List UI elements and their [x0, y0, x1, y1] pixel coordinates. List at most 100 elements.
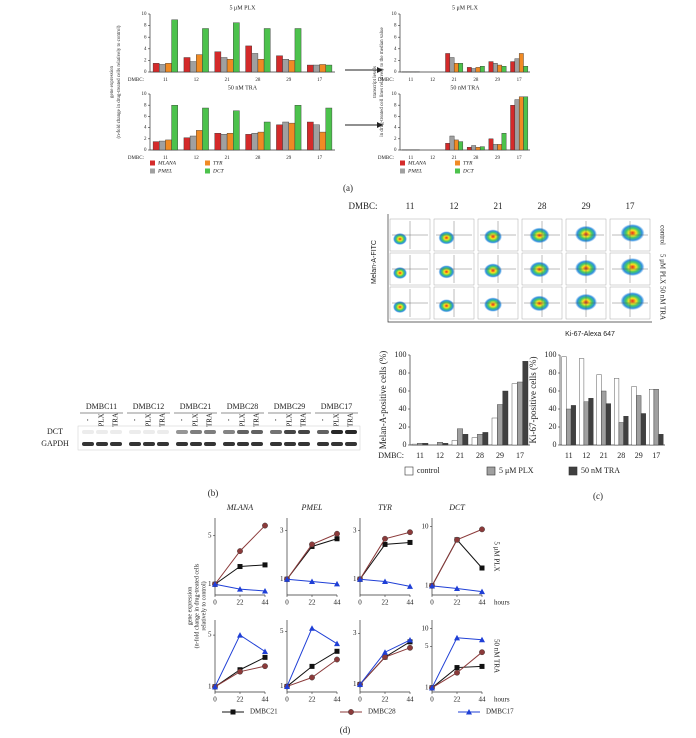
bar [449, 57, 455, 73]
bar [442, 443, 449, 446]
marker [309, 541, 315, 548]
bar [453, 63, 459, 73]
marker [429, 582, 435, 589]
bar [307, 64, 314, 73]
bar [479, 146, 485, 151]
bar [623, 416, 629, 446]
panel-label: (d) [340, 725, 351, 735]
line [286, 659, 338, 687]
marker [237, 586, 243, 592]
bar [214, 132, 222, 151]
bar [202, 28, 209, 73]
x-tick-label: 17 [517, 78, 523, 83]
x-tick-label: 11 [565, 451, 573, 460]
x-tick-label: 0 [430, 599, 434, 607]
x-prefix: DMBC: [128, 78, 144, 83]
flow-row: 50 nM TRA [658, 286, 666, 320]
bar [257, 59, 265, 73]
x-prefix: DMBC: [378, 78, 394, 83]
flow-column: 21 [494, 201, 503, 211]
legend-label: DCT [212, 168, 225, 174]
band [157, 442, 169, 446]
bar [466, 146, 472, 151]
bar [183, 57, 191, 73]
bar [514, 99, 520, 151]
x-tick-label: 44 [479, 599, 487, 607]
bar [411, 443, 418, 446]
panel-label: (a) [343, 183, 353, 193]
bar [523, 96, 529, 151]
bar [325, 64, 333, 73]
y-tick-label: 3 [280, 526, 284, 534]
bar [497, 144, 503, 151]
x-tick-label: 28 [473, 78, 479, 83]
marker [407, 583, 413, 589]
x-unit: hours [494, 696, 510, 704]
bar [282, 121, 289, 151]
chart-title: PMEL [301, 503, 323, 512]
bar [282, 59, 289, 73]
band [82, 430, 94, 434]
legend-label: MLANA [157, 160, 177, 166]
marker [334, 640, 340, 647]
y-tick-label: 2 [144, 59, 147, 64]
marker [237, 632, 243, 638]
x-tick-label: 17 [317, 156, 323, 161]
bar [196, 130, 203, 151]
blot-lane: PLX [98, 413, 106, 426]
marker [262, 654, 268, 660]
y-axis-label: (n-fold change in drug-treated cells rel… [117, 25, 122, 138]
bar [152, 63, 160, 73]
band [237, 430, 249, 434]
x-tick-label: 0 [285, 599, 289, 607]
band [298, 442, 310, 446]
blot-lane: - [178, 418, 186, 421]
y-tick-label: 0 [394, 70, 397, 75]
marker [454, 665, 460, 671]
legend-swatch [205, 160, 210, 166]
side-label: 5 μM PLX [492, 541, 500, 571]
x-tick-label: 44 [479, 696, 487, 704]
marker [407, 529, 413, 536]
x-tick-label: 28 [476, 451, 484, 460]
legend-swatch [150, 160, 155, 166]
blot-lane: TRA [112, 413, 120, 427]
x-tick-label: 17 [652, 451, 660, 460]
bar [233, 22, 240, 73]
y-tick-label: 10 [422, 522, 430, 530]
flow-density [438, 265, 455, 279]
bar [263, 28, 271, 73]
x-tick-label: 12 [430, 78, 436, 83]
side-label: 50 nM TRA [492, 639, 500, 673]
blot-lane: TRA [300, 413, 308, 427]
y-tick-label: 0 [394, 148, 397, 153]
bar [445, 143, 451, 151]
flow-density [438, 299, 455, 313]
band [110, 430, 122, 434]
marker [479, 588, 485, 595]
chart-title: 50 nM TRA [228, 85, 258, 91]
blot-group: DMBC12 [133, 402, 165, 411]
y-tick-label: 1 [353, 680, 357, 688]
band [176, 442, 188, 446]
bar [631, 386, 637, 446]
bar [492, 144, 498, 151]
x-prefix: DMBC: [378, 156, 394, 161]
marker [407, 644, 413, 651]
x-tick-label: 11 [408, 156, 413, 161]
x-tick-label: 17 [317, 78, 323, 83]
legend-label: DCT [462, 168, 475, 174]
y-tick-label: 6 [144, 115, 147, 120]
line [431, 538, 483, 587]
marker [454, 536, 460, 543]
blot-frame [77, 425, 361, 451]
x-tick-label: 11 [408, 78, 413, 83]
x-tick-label: 21 [452, 156, 458, 161]
y-tick-label: 1 [208, 580, 212, 588]
marker [479, 526, 485, 533]
band [96, 430, 108, 434]
bar [640, 413, 646, 446]
x-tick-label: 44 [407, 599, 415, 607]
bar [319, 131, 326, 151]
y-tick-label: 5 [425, 642, 429, 650]
